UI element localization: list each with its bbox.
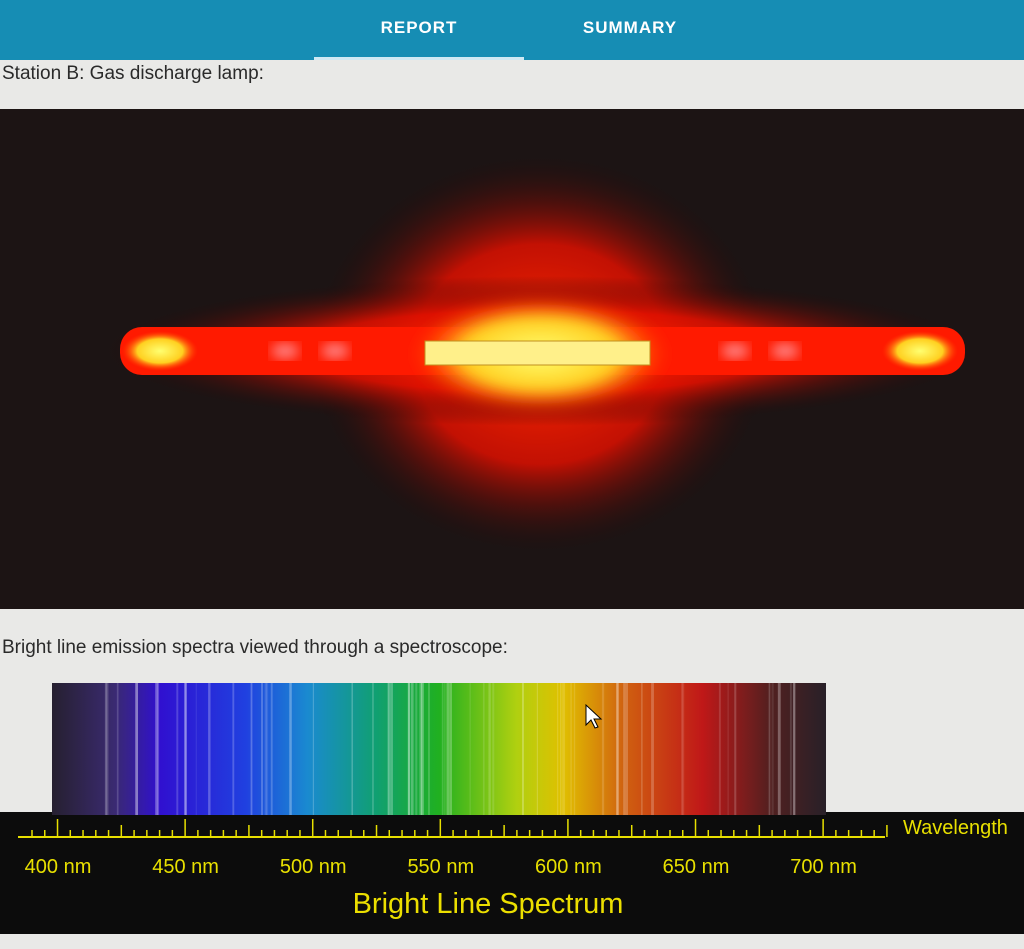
caption: Bright Line Spectrum — [353, 888, 624, 920]
emission-line — [570, 683, 572, 815]
emission-line — [556, 683, 559, 815]
capillary — [424, 340, 651, 366]
lamp-photo — [0, 109, 1024, 609]
emission-line — [445, 683, 447, 815]
emission-line — [208, 683, 211, 815]
emission-line — [136, 683, 138, 815]
emission-line — [420, 683, 424, 815]
scale-label: 600 nm — [535, 856, 602, 878]
emission-line — [428, 683, 430, 815]
emission-line — [562, 683, 565, 815]
axis-label: Wavelength — [903, 817, 1008, 839]
scale-label: 500 nm — [280, 856, 347, 878]
emission-line — [154, 683, 158, 815]
emission-line — [560, 683, 562, 815]
emission-line — [482, 683, 485, 815]
emission-line — [469, 683, 472, 815]
emission-line — [734, 683, 737, 815]
emission-line — [681, 683, 683, 815]
emission-line — [387, 683, 390, 815]
emission-line — [536, 683, 538, 815]
emission-line — [651, 683, 654, 815]
scale-label: 700 nm — [790, 856, 857, 878]
emission-line — [104, 683, 107, 815]
electrode — [122, 331, 198, 371]
emission-line — [727, 683, 729, 815]
emission-line — [768, 683, 771, 815]
emission-line — [250, 683, 253, 815]
tab-bar: REPORT SUMMARY — [0, 0, 1024, 60]
emission-line — [408, 683, 410, 815]
emission-line — [105, 683, 109, 815]
emission-line — [158, 683, 160, 815]
scale-label: 450 nm — [152, 856, 219, 878]
spectrum-band — [52, 683, 826, 815]
emission-line — [617, 683, 619, 815]
emission-line — [135, 683, 138, 815]
emission-line — [184, 683, 187, 815]
spectra-heading: Bright line emission spectra viewed thro… — [2, 637, 508, 658]
scale-label: 400 nm — [25, 856, 92, 878]
emission-line — [415, 683, 418, 815]
emission-line — [522, 683, 524, 815]
scale-label: 650 nm — [663, 856, 730, 878]
emission-line — [601, 683, 605, 815]
spectrum-figure: 400 nm 450 nm 500 nm 550 nm 600 nm 650 nm 700 … — [0, 683, 1024, 934]
emission-line — [793, 683, 796, 815]
emission-line — [789, 683, 792, 815]
cursor — [585, 703, 603, 729]
spot — [721, 343, 749, 359]
emission-line — [492, 683, 495, 815]
spot — [271, 343, 299, 359]
emission-line — [443, 683, 446, 815]
spot — [321, 343, 349, 359]
emission-line — [390, 683, 393, 815]
emission-line — [157, 683, 159, 815]
emission-line — [312, 683, 314, 815]
emission-line — [408, 683, 410, 815]
emission-line — [372, 683, 374, 815]
scale-panel — [0, 812, 1024, 934]
emission-line — [407, 683, 410, 815]
emission-line — [116, 683, 119, 815]
emission-line — [488, 683, 491, 815]
spot — [771, 343, 799, 359]
scale-label: 550 nm — [407, 856, 474, 878]
emission-line — [184, 683, 187, 815]
emission-line — [270, 683, 273, 815]
emission-line — [176, 683, 179, 815]
emission-line — [771, 683, 774, 815]
emission-line — [616, 683, 618, 815]
emission-line — [623, 683, 626, 815]
emission-line — [195, 683, 197, 815]
emission-line — [388, 683, 391, 815]
tab-report[interactable]: REPORT — [314, 0, 524, 60]
emission-line — [155, 683, 159, 815]
emission-line — [625, 683, 629, 815]
electrode — [882, 331, 958, 371]
emission-line — [232, 683, 235, 815]
emission-line — [449, 683, 452, 815]
emission-line — [415, 683, 417, 815]
tab-summary[interactable]: SUMMARY — [582, 18, 678, 37]
emission-line — [289, 683, 292, 815]
emission-line — [410, 683, 414, 815]
emission-line — [265, 683, 269, 815]
emission-line — [640, 683, 643, 815]
emission-line — [261, 683, 263, 815]
emission-line — [419, 683, 423, 815]
emission-line — [264, 683, 267, 815]
emission-line — [447, 683, 449, 815]
emission-line — [441, 683, 443, 815]
emission-line — [573, 683, 576, 815]
emission-line — [792, 683, 796, 815]
emission-line — [351, 683, 353, 815]
emission-line — [777, 683, 781, 815]
emission-line — [718, 683, 721, 815]
emission-line — [681, 683, 685, 815]
station-heading: Station B: Gas discharge lamp: — [2, 63, 264, 84]
